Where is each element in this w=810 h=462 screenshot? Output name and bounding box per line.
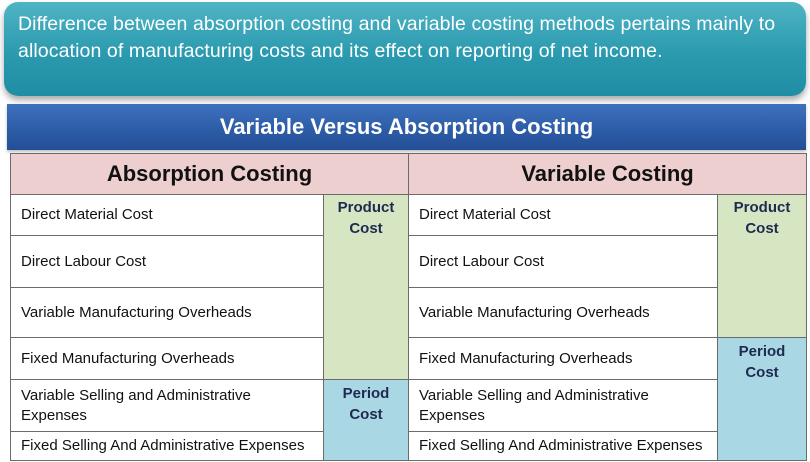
absorption-item: Direct Labour Cost: [10, 235, 324, 288]
table-row: Variable Selling and Administrative Expe…: [10, 379, 807, 461]
variable-product-cost-cell: Product Cost: [716, 194, 808, 338]
absorption-item: Direct Material Cost: [10, 194, 324, 236]
variable-item: Fixed Selling And Administrative Expense…: [408, 431, 718, 461]
variable-period-cost-label: Period Cost: [738, 343, 786, 381]
absorption-period-cost-label: Period Cost: [342, 385, 390, 423]
absorption-item: Variable Selling and Administrative Expe…: [10, 379, 324, 432]
absorption-product-cost-cell: Product Cost: [323, 194, 409, 380]
variable-item: Fixed Manufacturing Overheads: [408, 337, 718, 380]
absorption-item: Fixed Selling And Administrative Expense…: [10, 431, 324, 461]
variable-item: Variable Manufacturing Overheads: [408, 287, 718, 338]
diagram-title: Variable Versus Absorption Costing: [219, 114, 594, 139]
variable-item: Direct Material Cost: [408, 194, 718, 236]
absorption-heading: Absorption Costing: [10, 153, 409, 195]
absorption-item: Variable Manufacturing Overheads: [10, 287, 324, 338]
variable-item: Variable Selling and Administrative Expe…: [408, 379, 718, 432]
variable-item: Direct Labour Cost: [408, 235, 718, 288]
comparison-table: Absorption Costing Variable Costing Dire…: [10, 153, 808, 461]
absorption-product-cost-label: Product Cost: [337, 199, 395, 237]
intro-text: Difference between absorption costing an…: [18, 13, 776, 62]
variable-heading: Variable Costing: [407, 153, 808, 195]
table-row: Direct Labour Cost Direct Labour Cost: [10, 235, 807, 288]
variable-period-cost-cell: Period Cost: [716, 337, 808, 461]
absorption-period-cost-cell: Period Cost: [323, 379, 409, 461]
variable-product-cost-label: Product Cost: [733, 199, 791, 237]
intro-banner: Difference between absorption costing an…: [4, 2, 806, 96]
table-row: Fixed Manufacturing Overheads Fixed Manu…: [10, 337, 808, 461]
diagram-title-bar: Variable Versus Absorption Costing: [7, 104, 806, 150]
table-row: Fixed Selling And Administrative Expense…: [10, 431, 807, 461]
header-row: Absorption Costing Variable Costing: [10, 153, 808, 195]
absorption-item: Fixed Manufacturing Overheads: [10, 337, 324, 380]
table-row: Direct Material Cost Product Cost Direct…: [10, 194, 808, 380]
table-row: Variable Manufacturing Overheads Variabl…: [10, 287, 807, 338]
